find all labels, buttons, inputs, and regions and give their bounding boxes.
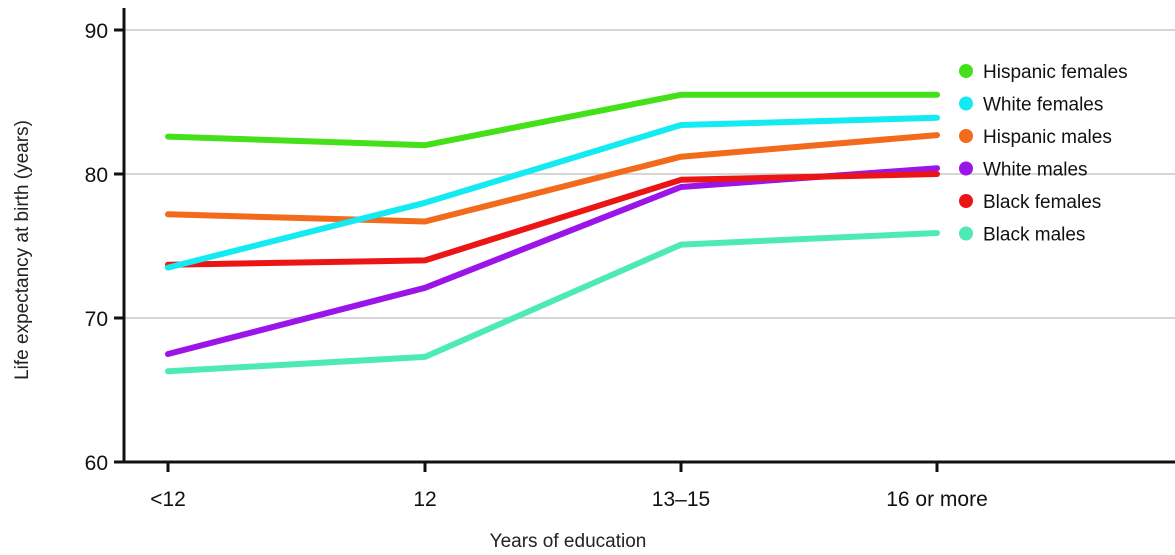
y-axis-title: Life expectancy at birth (years) <box>12 120 33 380</box>
axes <box>122 8 1175 464</box>
legend-label: Hispanic males <box>983 127 1112 148</box>
legend-marker <box>959 64 973 78</box>
legend-marker <box>959 129 973 143</box>
y-tick-label: 90 <box>85 20 108 43</box>
x-ticks: <12 12 13–15 16 or more <box>150 462 988 511</box>
series-line <box>165 114 940 271</box>
series-line <box>165 230 940 375</box>
legend-marker <box>959 96 973 111</box>
x-tick-label: 13–15 <box>652 488 710 511</box>
series-lines <box>165 91 940 375</box>
legend-marker <box>959 194 973 208</box>
y-tick-label: 60 <box>85 452 108 475</box>
y-tick-label: 80 <box>85 164 108 187</box>
x-axis-title: Years of education <box>490 531 647 552</box>
y-tick-label: 70 <box>85 308 108 331</box>
legend-label: White females <box>983 95 1103 116</box>
x-tick-label: <12 <box>150 488 186 511</box>
legend-label: Black males <box>983 225 1085 246</box>
legend: Hispanic females White females Hispanic ma… <box>959 62 1128 246</box>
x-tick-label: 16 or more <box>886 488 988 511</box>
y-ticks: 60 70 80 90 <box>85 20 124 475</box>
legend-label: Hispanic females <box>983 62 1128 83</box>
legend-marker <box>959 161 973 176</box>
series-line <box>165 91 940 149</box>
legend-label: Black females <box>983 192 1101 213</box>
legend-label: White males <box>983 160 1088 181</box>
x-tick-label: 12 <box>413 488 436 511</box>
legend-marker <box>959 226 973 241</box>
series-line <box>165 171 940 268</box>
series-line <box>165 132 940 225</box>
